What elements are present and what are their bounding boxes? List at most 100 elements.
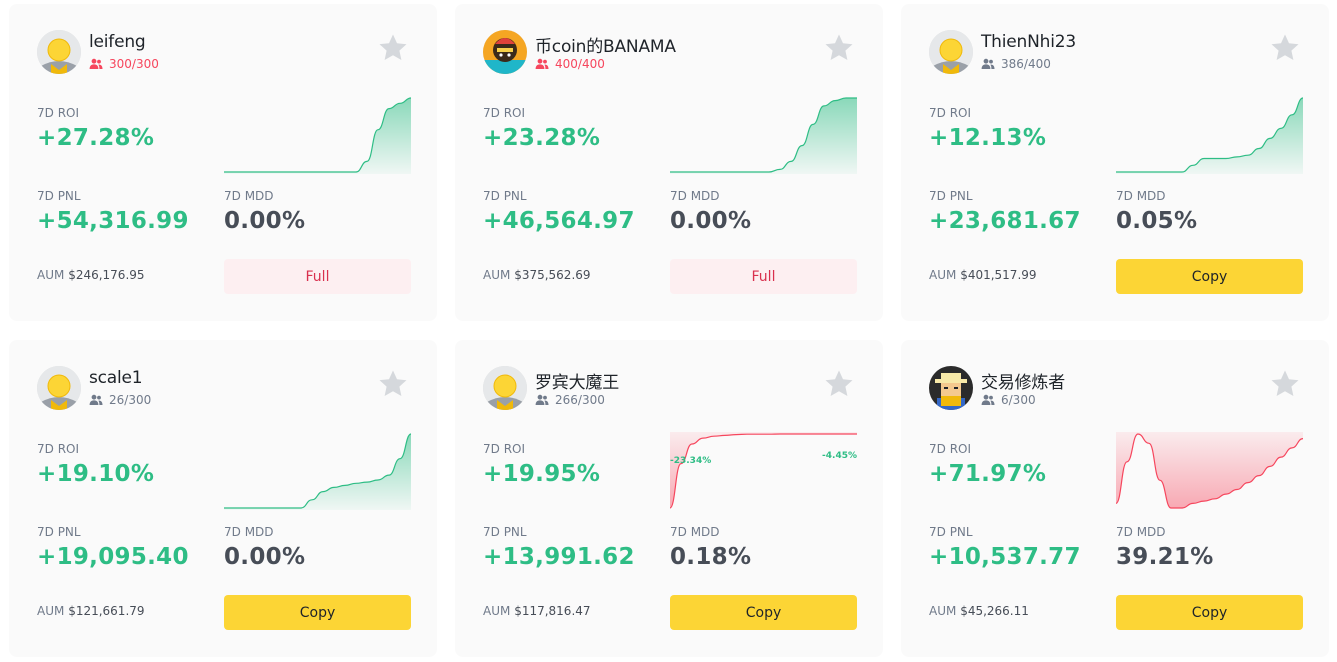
pnl-value: +19,095.40 — [37, 544, 189, 570]
aum-label: AUM — [929, 268, 957, 282]
trader-card[interactable]: ThienNhi23 386/400 7D ROI +12.13% 7D PNL… — [901, 4, 1329, 321]
roi-sparkline-chart — [223, 97, 412, 174]
pnl-label: 7D PNL — [483, 525, 527, 539]
avatar — [929, 366, 973, 410]
trader-name[interactable]: leifeng — [89, 32, 146, 52]
sparkline-line — [1115, 433, 1304, 509]
users-icon — [535, 58, 549, 69]
mdd-value: 0.18% — [670, 544, 752, 570]
copy-button[interactable]: Copy — [224, 595, 411, 630]
roi-sparkline-chart — [223, 433, 412, 510]
trader-card[interactable]: 币coin的BANAMA 400/400 7D ROI +23.28% 7D P… — [455, 4, 883, 321]
aum-value: AUM $375,562.69 — [483, 268, 591, 282]
aum-label: AUM — [37, 268, 65, 282]
roi-label: 7D ROI — [37, 442, 80, 456]
follower-count: 400/400 — [535, 57, 605, 71]
pnl-value: +13,991.62 — [483, 544, 635, 570]
trader-card[interactable]: leifeng 300/300 7D ROI +27.28% 7D PNL +5… — [9, 4, 437, 321]
follower-count: 26/300 — [89, 393, 151, 407]
follower-count-text: 386/400 — [1001, 57, 1051, 71]
trader-card[interactable]: 交易修炼者 6/300 7D ROI +71.97% 7D PNL +10,53… — [901, 340, 1329, 657]
mdd-value: 0.00% — [224, 544, 306, 570]
pnl-value: +10,537.77 — [929, 544, 1081, 570]
aum-label: AUM — [929, 604, 957, 618]
aum-amount: $401,517.99 — [960, 268, 1037, 282]
sparkline-line — [223, 97, 412, 173]
trader-name[interactable]: 罗宾大魔王 — [535, 373, 619, 393]
sparkline-area — [1116, 432, 1303, 508]
pnl-label: 7D PNL — [483, 189, 527, 203]
aum-value: AUM $121,661.79 — [37, 604, 145, 618]
roi-sparkline-chart — [1115, 432, 1304, 509]
chart-min-label: -23.34% — [670, 456, 711, 466]
aum-label: AUM — [483, 268, 511, 282]
sparkline-line — [223, 433, 412, 509]
pnl-label: 7D PNL — [929, 189, 973, 203]
roi-label: 7D ROI — [483, 106, 526, 120]
mdd-label: 7D MDD — [224, 525, 274, 539]
favorite-star-icon[interactable] — [377, 368, 409, 400]
sparkline-line — [669, 433, 857, 509]
aum-value: AUM $45,266.11 — [929, 604, 1029, 618]
mdd-value: 0.00% — [670, 208, 752, 234]
mdd-value: 39.21% — [1116, 544, 1214, 570]
roi-value: +23.28% — [483, 125, 601, 151]
pnl-label: 7D PNL — [37, 525, 81, 539]
trader-name[interactable]: scale1 — [89, 368, 143, 388]
sparkline-area — [670, 98, 857, 174]
follower-count: 300/300 — [89, 57, 159, 71]
sparkline-line — [669, 97, 857, 173]
mdd-label: 7D MDD — [670, 525, 720, 539]
mdd-value: 0.00% — [224, 208, 306, 234]
avatar — [483, 366, 527, 410]
favorite-star-icon[interactable] — [823, 32, 855, 64]
full-button[interactable]: Full — [670, 259, 857, 294]
pnl-value: +54,316.99 — [37, 208, 189, 234]
aum-amount: $45,266.11 — [960, 604, 1029, 618]
mdd-label: 7D MDD — [1116, 189, 1166, 203]
copy-button[interactable]: Copy — [1116, 595, 1303, 630]
aum-value: AUM $401,517.99 — [929, 268, 1037, 282]
avatar — [37, 366, 81, 410]
users-icon — [89, 58, 103, 69]
copy-button[interactable]: Copy — [1116, 259, 1303, 294]
mdd-value: 0.05% — [1116, 208, 1198, 234]
follower-count-text: 6/300 — [1001, 393, 1036, 407]
follower-count-text: 300/300 — [109, 57, 159, 71]
follower-count-text: 400/400 — [555, 57, 605, 71]
sparkline-area — [1116, 98, 1303, 174]
roi-sparkline-chart — [669, 97, 857, 174]
aum-amount: $246,176.95 — [68, 268, 145, 282]
aum-label: AUM — [483, 604, 511, 618]
pnl-value: +23,681.67 — [929, 208, 1081, 234]
sparkline-area — [670, 432, 857, 508]
trader-name[interactable]: 币coin的BANAMA — [535, 37, 676, 57]
users-icon — [981, 394, 995, 405]
roi-value: +71.97% — [929, 461, 1047, 487]
favorite-star-icon[interactable] — [377, 32, 409, 64]
favorite-star-icon[interactable] — [823, 368, 855, 400]
users-icon — [981, 58, 995, 69]
chart-max-label: -4.45% — [822, 451, 857, 461]
aum-amount: $117,816.47 — [514, 604, 591, 618]
aum-amount: $375,562.69 — [514, 268, 591, 282]
favorite-star-icon[interactable] — [1269, 368, 1301, 400]
favorite-star-icon[interactable] — [1269, 32, 1301, 64]
users-icon — [89, 394, 103, 405]
avatar — [929, 30, 973, 74]
full-button[interactable]: Full — [224, 259, 411, 294]
trader-name[interactable]: 交易修炼者 — [981, 373, 1065, 393]
aum-value: AUM $246,176.95 — [37, 268, 145, 282]
trader-name[interactable]: ThienNhi23 — [981, 32, 1076, 52]
copy-button[interactable]: Copy — [670, 595, 857, 630]
trader-card[interactable]: scale1 26/300 7D ROI +19.10% 7D PNL +19,… — [9, 340, 437, 657]
follower-count-text: 26/300 — [109, 393, 152, 407]
sparkline-line — [1115, 97, 1304, 173]
trader-card[interactable]: 罗宾大魔王 266/300 7D ROI +19.95% -23.34% -4.4… — [455, 340, 883, 657]
follower-count: 6/300 — [981, 393, 1036, 407]
pnl-value: +46,564.97 — [483, 208, 635, 234]
roi-value: +19.10% — [37, 461, 155, 487]
pnl-label: 7D PNL — [929, 525, 973, 539]
sparkline-area — [224, 434, 411, 510]
